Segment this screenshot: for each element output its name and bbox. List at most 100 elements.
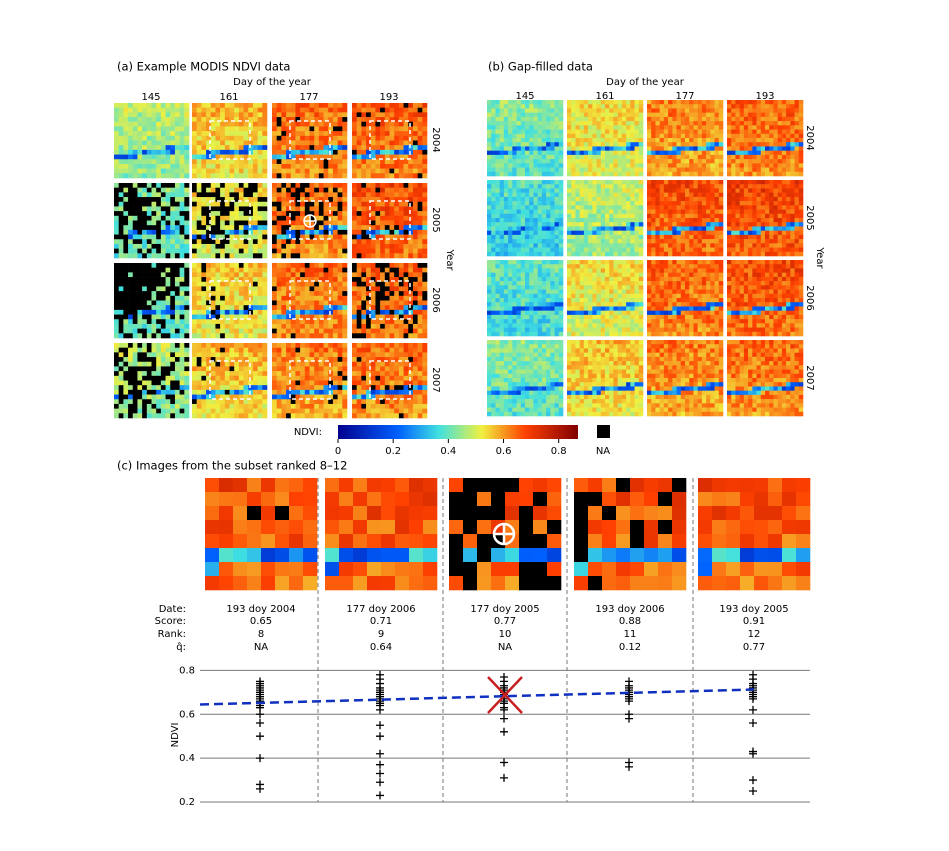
pixel: [366, 329, 371, 334]
pixel: [613, 125, 618, 130]
pixel: [161, 272, 166, 277]
pixel: [418, 301, 423, 306]
pixel: [239, 343, 244, 348]
pixel: [156, 126, 161, 131]
pixel: [413, 197, 418, 202]
pixel: [342, 286, 347, 291]
pixel: [281, 122, 286, 127]
pixel: [201, 216, 206, 221]
pixel: [156, 390, 161, 395]
pixel: [342, 230, 347, 235]
pixel: [715, 130, 720, 135]
pixel: [262, 183, 267, 188]
pixel: [375, 150, 380, 155]
image-tile: [272, 103, 347, 178]
pixel: [244, 108, 249, 113]
pixel: [639, 121, 644, 126]
pixel: [295, 343, 300, 348]
pixel: [258, 117, 263, 122]
pixel: [166, 206, 171, 211]
pixel: [371, 122, 376, 127]
pixel: [394, 202, 399, 207]
pixel: [319, 136, 324, 141]
pixel: [399, 333, 404, 338]
pixel: [152, 126, 157, 131]
pixel: [413, 188, 418, 193]
pixel: [239, 188, 244, 193]
pixel: [533, 151, 538, 156]
pixel: [147, 211, 152, 216]
pixel: [180, 155, 185, 160]
pixel: [291, 319, 296, 324]
pixel: [272, 310, 277, 315]
pixel: [390, 409, 395, 414]
pixel: [119, 413, 124, 418]
pixel: [114, 112, 119, 117]
pixel: [706, 104, 711, 109]
pixel: [220, 150, 225, 155]
pixel: [542, 159, 547, 164]
pixel: [258, 352, 263, 357]
pixel: [380, 409, 385, 414]
pixel: [601, 108, 606, 113]
pixel: [133, 155, 138, 160]
pixel: [394, 296, 399, 301]
pixel: [622, 159, 627, 164]
pixel: [413, 253, 418, 258]
pixel: [175, 216, 180, 221]
pixel: [170, 192, 175, 197]
pixel: [342, 188, 347, 193]
pixel: [567, 172, 572, 177]
pixel: [230, 211, 235, 216]
pixel: [324, 390, 329, 395]
pixel: [281, 164, 286, 169]
pixel: [390, 413, 395, 418]
pixel: [206, 239, 211, 244]
pixel: [333, 103, 338, 108]
pixel: [291, 296, 296, 301]
pixel: [394, 122, 399, 127]
pixel: [584, 134, 589, 139]
pixel: [626, 159, 631, 164]
pixel: [319, 221, 324, 226]
pixel: [390, 296, 395, 301]
pixel: [305, 244, 310, 249]
pixel: [584, 100, 589, 105]
pixel: [142, 206, 147, 211]
pixel: [422, 301, 427, 306]
pixel: [371, 173, 376, 178]
pixel: [239, 150, 244, 155]
pixel: [324, 126, 329, 131]
pixel: [211, 188, 216, 193]
pixel: [580, 146, 585, 151]
pixel: [234, 404, 239, 409]
pixel: [352, 126, 357, 131]
pixel: [225, 230, 230, 235]
pixel: [639, 104, 644, 109]
pixel: [152, 235, 157, 240]
pixel: [677, 113, 682, 118]
pixel: [385, 202, 390, 207]
pixel: [719, 125, 724, 130]
pixel: [500, 151, 505, 156]
pixel: [114, 239, 119, 244]
pixel: [133, 117, 138, 122]
pixel: [262, 409, 267, 414]
pixel: [371, 202, 376, 207]
pixel: [211, 221, 216, 226]
pixel: [647, 113, 652, 118]
pixel: [305, 381, 310, 386]
pixel: [128, 371, 133, 376]
pixel: [258, 305, 263, 310]
pixel: [137, 216, 142, 221]
pixel: [258, 230, 263, 235]
pixel: [201, 310, 206, 315]
pixel: [184, 319, 189, 324]
pixel: [147, 225, 152, 230]
pixel: [394, 305, 399, 310]
pixel: [342, 413, 347, 418]
pixel: [123, 305, 128, 310]
pixel: [618, 125, 623, 130]
pixel: [571, 121, 576, 126]
pixel: [286, 253, 291, 258]
